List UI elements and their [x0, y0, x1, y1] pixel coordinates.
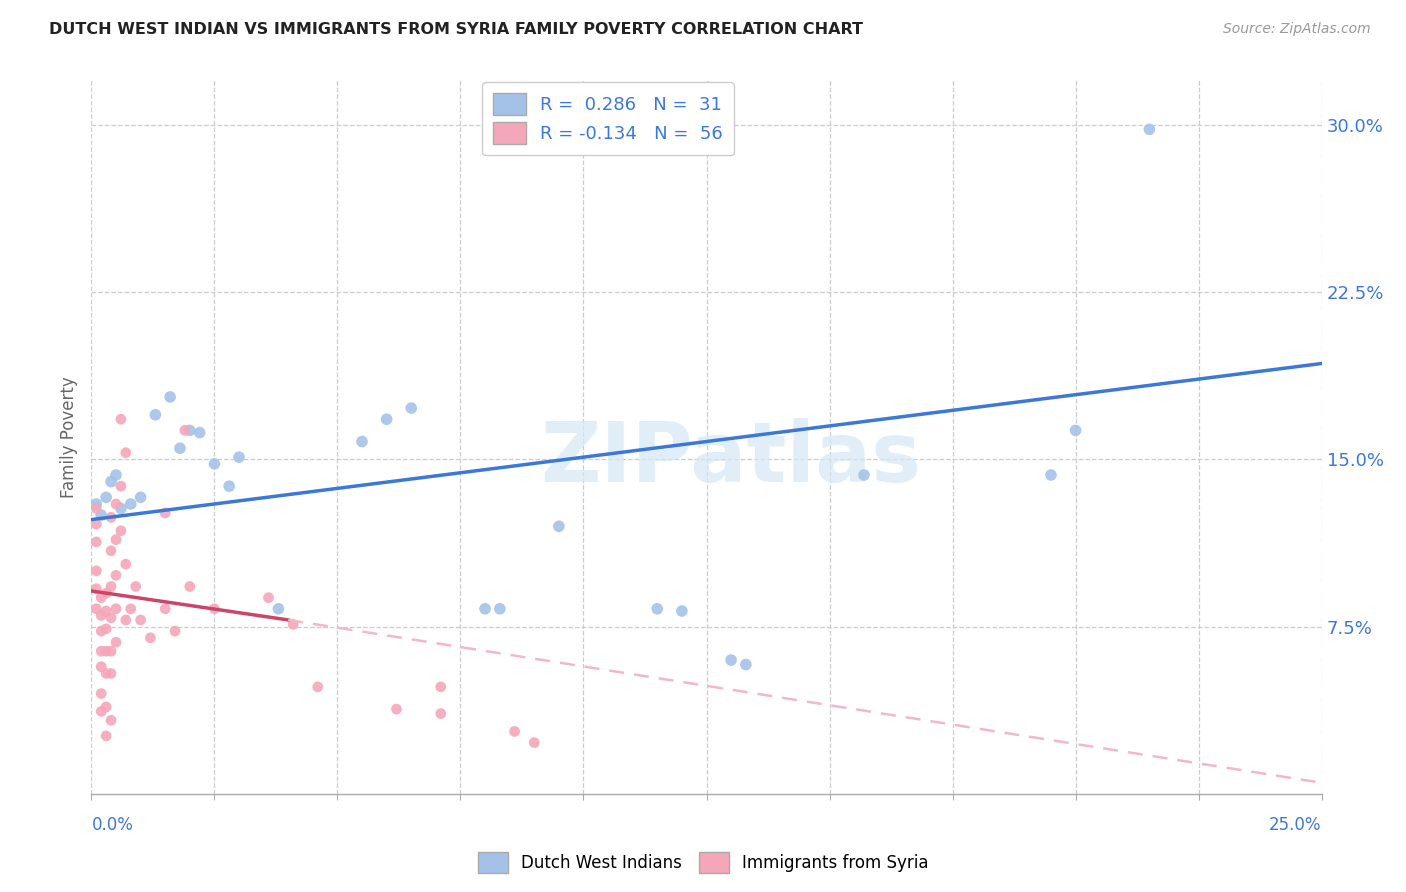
Text: Source: ZipAtlas.com: Source: ZipAtlas.com [1223, 22, 1371, 37]
Point [90, 660, 112, 674]
Point [105, 601, 127, 615]
Point [86, 534, 108, 549]
Point [96, 622, 117, 636]
Point [281, 617, 304, 632]
Point [385, 702, 408, 716]
Point [153, 506, 177, 520]
Point [90, 508, 112, 523]
Point [429, 680, 451, 694]
Point [96, 604, 117, 618]
Point [429, 706, 451, 721]
Point [228, 450, 250, 465]
Point [474, 601, 496, 615]
Point [129, 490, 152, 504]
Point [169, 442, 191, 455]
Point [523, 735, 546, 749]
Point [153, 601, 177, 615]
Point [114, 613, 138, 627]
Point [96, 729, 117, 743]
Point [105, 635, 127, 649]
Point [375, 412, 398, 426]
Point [129, 613, 152, 627]
Point [179, 580, 201, 594]
Text: 0.0%: 0.0% [91, 816, 134, 834]
Point [90, 591, 112, 605]
Text: DUTCH WEST INDIAN VS IMMIGRANTS FROM SYRIA FAMILY POVERTY CORRELATION CHART: DUTCH WEST INDIAN VS IMMIGRANTS FROM SYR… [49, 22, 863, 37]
Point [145, 408, 166, 422]
Point [114, 446, 138, 460]
Legend: R =  0.286   N =  31, R = -0.134   N =  56: R = 0.286 N = 31, R = -0.134 N = 56 [482, 82, 734, 155]
Point [1064, 424, 1087, 438]
Point [114, 557, 138, 572]
Point [90, 624, 112, 639]
Point [202, 457, 225, 471]
Point [179, 424, 201, 438]
Point [110, 412, 132, 426]
Point [86, 501, 108, 516]
Point [105, 568, 127, 582]
Point [188, 425, 211, 440]
Point [645, 601, 669, 615]
Point [489, 601, 512, 615]
Text: ZIPatlas: ZIPatlas [541, 418, 921, 499]
Point [159, 390, 181, 404]
Point [110, 479, 132, 493]
Point [90, 687, 112, 701]
Point [90, 705, 112, 719]
Point [163, 624, 186, 639]
Point [110, 524, 132, 538]
Point [1039, 467, 1063, 482]
Point [100, 543, 122, 558]
Point [399, 401, 422, 416]
Point [110, 501, 132, 516]
Point [120, 601, 142, 615]
Point [105, 533, 127, 547]
Point [105, 467, 127, 482]
Point [267, 601, 290, 615]
Point [218, 479, 240, 493]
Point [174, 424, 197, 438]
Point [100, 510, 122, 524]
Point [86, 517, 108, 532]
Point [105, 497, 127, 511]
Point [86, 497, 108, 511]
Point [90, 644, 112, 658]
Point [124, 580, 146, 594]
Point [307, 680, 329, 694]
Point [257, 591, 280, 605]
Point [100, 644, 122, 658]
Point [86, 582, 108, 596]
Point [734, 657, 756, 672]
Point [100, 610, 122, 624]
Point [100, 580, 122, 594]
Text: 25.0%: 25.0% [1270, 816, 1322, 834]
Point [671, 604, 693, 618]
Point [96, 666, 117, 681]
Legend: Dutch West Indians, Immigrants from Syria: Dutch West Indians, Immigrants from Syri… [471, 846, 935, 880]
Point [86, 601, 108, 615]
Point [120, 497, 142, 511]
Point [100, 475, 122, 489]
Point [96, 490, 117, 504]
Point [1139, 122, 1161, 136]
Point [139, 631, 162, 645]
Point [86, 564, 108, 578]
Point [547, 519, 569, 533]
Point [852, 467, 875, 482]
Y-axis label: Family Poverty: Family Poverty [60, 376, 79, 498]
Point [96, 699, 117, 714]
Point [352, 434, 374, 449]
Point [503, 724, 526, 739]
Point [720, 653, 742, 667]
Point [96, 644, 117, 658]
Point [100, 666, 122, 681]
Point [100, 714, 122, 728]
Point [202, 601, 225, 615]
Point [96, 586, 117, 600]
Point [90, 608, 112, 623]
